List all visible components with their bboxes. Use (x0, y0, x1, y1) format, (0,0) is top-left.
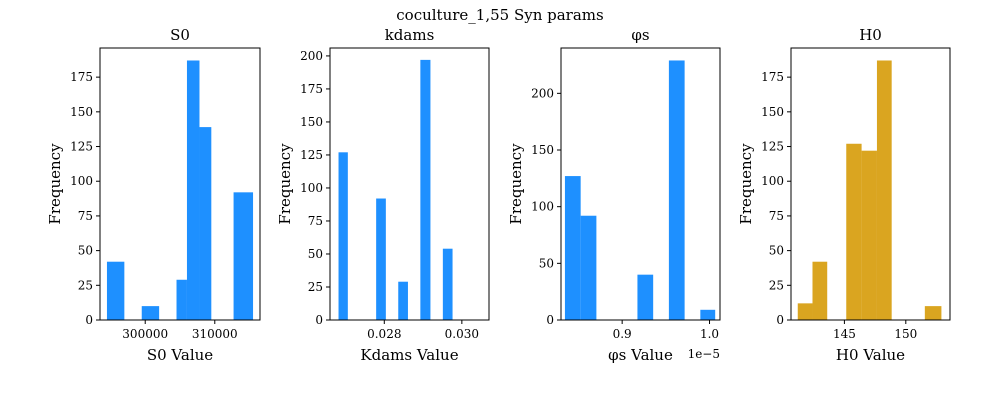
histogram-panel-2: 0 25 50 75 100 125 150 175 200 0.028 0.030 kdams Kda… (276, 26, 490, 364)
panel-title: S0 (170, 26, 190, 44)
figure-title: coculture_1,55 Syn params (396, 6, 603, 24)
histogram-bar (186, 60, 200, 321)
histogram-bar (233, 192, 254, 320)
histogram-bar (106, 261, 125, 320)
y-tick-label: 0 (776, 313, 784, 327)
y-axis-label: Frequency (507, 143, 525, 225)
histogram-bar (199, 127, 212, 320)
histogram-panel-1: 0 25 50 75 100 125 150 175 300000 310000 S0 S0 Valu… (46, 26, 261, 364)
panel-title: H0 (859, 26, 882, 44)
y-tick-label: 50 (308, 247, 323, 261)
histogram-bar (420, 59, 431, 320)
histogram-bar (398, 281, 408, 320)
y-tick-label: 200 (531, 86, 554, 100)
histogram-panels: 0 25 50 75 100 125 150 175 300000 310000 S0 S0 Valu… (46, 26, 951, 364)
histogram-bar (700, 309, 716, 320)
y-tick-label: 125 (761, 140, 784, 154)
x-tick-label: 0.030 (445, 327, 479, 341)
x-tick-label: 310000 (192, 327, 238, 341)
x-axis-label: Kdams Value (360, 346, 458, 364)
histogram-bar (442, 248, 453, 320)
histogram-bar (876, 60, 892, 321)
x-offset-text: 1e−5 (688, 347, 720, 361)
histogram-bar (637, 274, 654, 320)
y-tick-label: 150 (70, 105, 93, 119)
y-axis-label: Frequency (737, 143, 755, 225)
x-axis-label: φs Value (608, 346, 673, 364)
histogram-bar (564, 176, 581, 320)
y-axis-label: Frequency (276, 143, 294, 225)
panel-title: kdams (385, 26, 435, 44)
y-tick-label: 25 (78, 278, 93, 292)
histogram-panel-3: 0 50 100 150 200 0.9 1.0 φs φs Value Frequency 1e−… (507, 26, 721, 364)
histogram-bar (376, 198, 386, 320)
y-tick-label: 75 (308, 214, 323, 228)
axes-frame (790, 47, 951, 321)
x-tick-label: 0.9 (613, 327, 632, 341)
histogram-bar (580, 215, 597, 320)
y-tick-label: 100 (70, 174, 93, 188)
y-tick-label: 150 (531, 143, 554, 157)
x-tick-label: 150 (894, 327, 917, 341)
histogram-bar (861, 150, 877, 320)
histogram-bar (812, 261, 828, 320)
histogram-bar (176, 279, 187, 320)
x-tick-label: 0.028 (367, 327, 401, 341)
axes-frame (99, 47, 261, 321)
y-tick-label: 200 (300, 49, 323, 63)
axes-frame (560, 47, 721, 321)
y-tick-label: 50 (78, 244, 93, 258)
y-tick-label: 75 (769, 209, 784, 223)
histogram-bar (797, 303, 813, 320)
y-tick-label: 0 (85, 313, 93, 327)
y-tick-label: 100 (300, 181, 323, 195)
y-tick-label: 50 (539, 256, 554, 270)
x-tick-label: 1.0 (700, 327, 719, 341)
histogram-bar (338, 152, 348, 320)
y-tick-label: 50 (769, 244, 784, 258)
x-tick-label: 145 (833, 327, 856, 341)
y-tick-label: 125 (300, 148, 323, 162)
y-axis-label: Frequency (46, 143, 64, 225)
axes-frame (329, 47, 490, 321)
histogram-bar (846, 143, 862, 320)
y-tick-label: 150 (300, 115, 323, 129)
y-tick-label: 100 (531, 200, 554, 214)
x-axis-label: S0 Value (147, 346, 213, 364)
y-tick-label: 125 (70, 140, 93, 154)
y-tick-label: 100 (761, 174, 784, 188)
y-tick-label: 25 (308, 280, 323, 294)
y-tick-label: 25 (769, 278, 784, 292)
histogram-panel-4: 0 25 50 75 100 125 150 175 145 150 H0 H0 Value Frequ… (737, 26, 951, 364)
y-tick-label: 150 (761, 105, 784, 119)
y-tick-label: 0 (546, 313, 554, 327)
y-tick-label: 0 (315, 313, 323, 327)
histogram-bar (668, 60, 685, 320)
histogram-bar (924, 306, 942, 320)
x-tick-label: 300000 (122, 327, 168, 341)
y-tick-label: 175 (70, 70, 93, 84)
y-tick-label: 175 (300, 82, 323, 96)
y-tick-label: 75 (78, 209, 93, 223)
x-axis-label: H0 Value (836, 346, 905, 364)
y-tick-label: 175 (761, 70, 784, 84)
histogram-bar (141, 306, 160, 320)
panel-title: φs (631, 26, 649, 44)
